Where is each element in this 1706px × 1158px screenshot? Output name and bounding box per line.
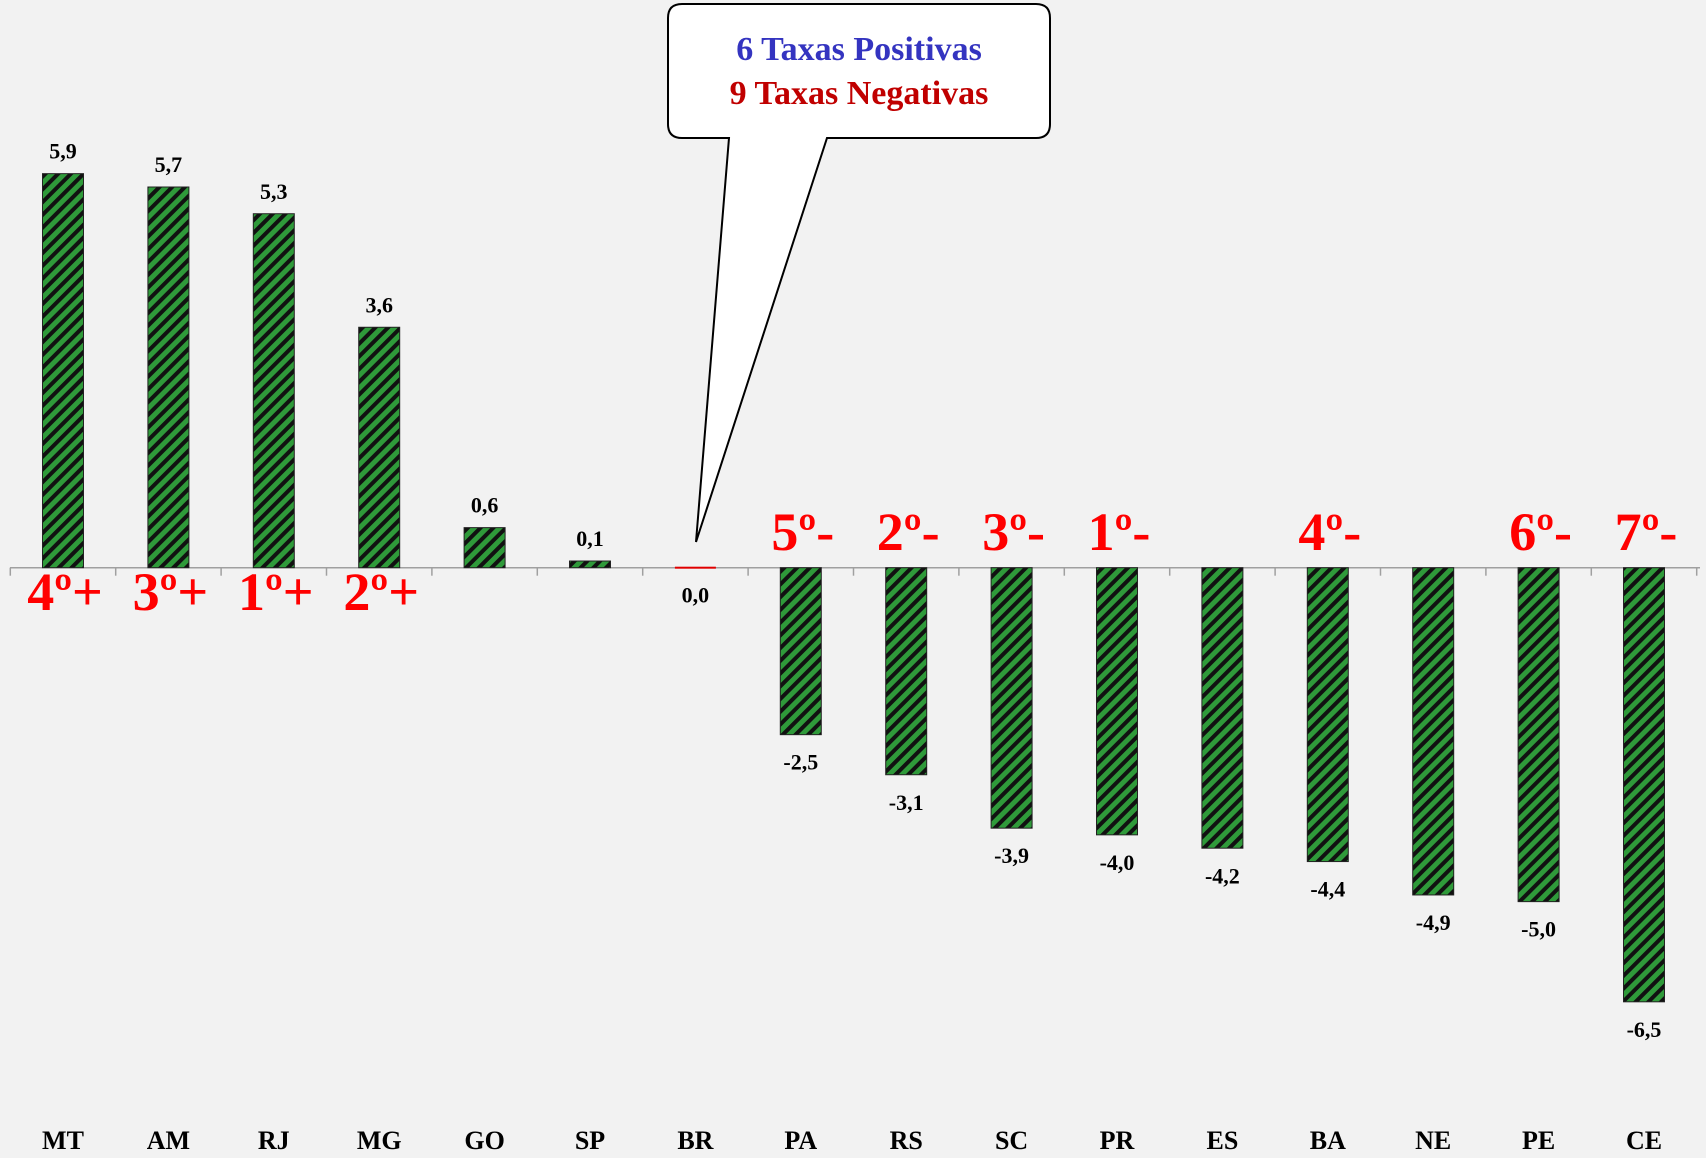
rank-label: 3º- xyxy=(982,502,1045,562)
value-label: 0,1 xyxy=(576,526,604,551)
x-tick-label: ES xyxy=(1206,1126,1238,1155)
value-label: 5,3 xyxy=(260,179,288,204)
value-label: 5,9 xyxy=(49,139,77,164)
rank-label: 4º- xyxy=(1298,502,1361,562)
value-label: -4,2 xyxy=(1205,863,1240,888)
bar xyxy=(1201,567,1244,849)
x-tick-label: PR xyxy=(1100,1126,1135,1155)
value-label: -3,1 xyxy=(889,790,924,815)
rank-label: 2º- xyxy=(877,502,940,562)
rank-label: 6º- xyxy=(1509,502,1572,562)
value-label: -4,9 xyxy=(1416,910,1451,935)
x-tick-label: BA xyxy=(1310,1126,1346,1155)
value-label: -5,0 xyxy=(1521,917,1556,942)
bar xyxy=(674,566,716,569)
x-tick-label: SP xyxy=(575,1126,605,1155)
x-tick-label: RS xyxy=(890,1126,923,1155)
x-tick-label: RJ xyxy=(258,1126,290,1155)
rank-label: 1º- xyxy=(1088,502,1151,562)
x-tick-label: BR xyxy=(677,1126,713,1155)
bar xyxy=(358,326,401,569)
x-tick-label: GO xyxy=(464,1126,504,1155)
rank-label: 4º+ xyxy=(27,562,103,622)
value-label: 3,6 xyxy=(365,292,393,317)
bar xyxy=(885,567,928,776)
x-tick-label: SC xyxy=(995,1126,1028,1155)
value-label: -3,9 xyxy=(994,843,1029,868)
rank-label: 7º- xyxy=(1615,502,1678,562)
callout-box xyxy=(667,3,1051,543)
value-label: -6,5 xyxy=(1627,1017,1662,1042)
x-tick-label: MG xyxy=(357,1126,402,1155)
x-tick-label: NE xyxy=(1415,1126,1451,1155)
bar xyxy=(463,527,506,569)
x-tick-label: CE xyxy=(1626,1126,1662,1155)
value-label: -4,0 xyxy=(1100,850,1135,875)
x-tick-label: PA xyxy=(784,1126,817,1155)
bar xyxy=(569,560,611,569)
callout-line: 9 Taxas Negativas xyxy=(730,75,989,112)
rank-label: 1º+ xyxy=(238,562,314,622)
bar xyxy=(1306,567,1349,863)
bar xyxy=(42,173,84,569)
bar xyxy=(1517,567,1560,903)
bar xyxy=(1623,567,1665,1003)
bar xyxy=(147,186,190,569)
x-tick-label: MT xyxy=(42,1126,84,1155)
bar xyxy=(1412,567,1455,896)
bar xyxy=(252,213,295,569)
value-label: 0,6 xyxy=(471,493,499,518)
rank-label: 5º- xyxy=(771,502,834,562)
callout: 6 Taxas Positivas 9 Taxas Negativas xyxy=(667,3,1051,543)
x-tick-label: PE xyxy=(1522,1126,1555,1155)
bar xyxy=(1096,567,1138,836)
bar xyxy=(990,567,1033,829)
value-label: -2,5 xyxy=(783,750,818,775)
callout-line: 6 Taxas Positivas xyxy=(736,31,982,68)
rank-label: 3º+ xyxy=(133,562,209,622)
rank-label: 2º+ xyxy=(343,562,419,622)
value-label: 5,7 xyxy=(155,152,183,177)
value-label: -4,4 xyxy=(1310,877,1345,902)
value-label: 0,0 xyxy=(682,583,710,608)
bar xyxy=(779,567,822,736)
x-tick-label: AM xyxy=(147,1126,190,1155)
